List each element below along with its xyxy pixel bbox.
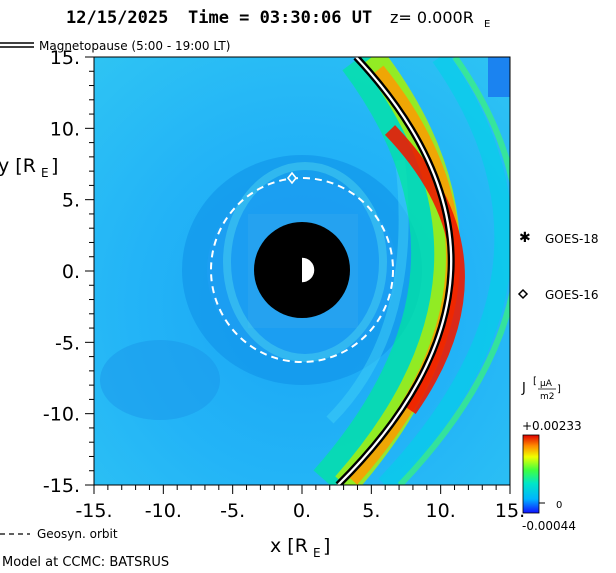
- z-label-subscript: E: [484, 19, 490, 30]
- dark-lobe: [100, 340, 220, 420]
- outer-green-band: [397, 57, 510, 485]
- magnetopause-legend-label: Magnetopause (5:00 - 19:00 LT): [39, 39, 230, 53]
- x-tick-label: -10.: [145, 500, 182, 522]
- magnetopause-line-inner: [337, 57, 453, 485]
- y-axis-ticks: 15. 10. 5. 0. -5. -10. -15.: [43, 47, 94, 497]
- x-axis-label: x [R: [270, 535, 308, 557]
- x-axis-title: x [R E ]: [270, 535, 330, 560]
- svg-text:]: ]: [51, 155, 58, 177]
- y-axis-title: y [R E ]: [0, 155, 58, 180]
- x-tick-label: -15.: [75, 500, 112, 522]
- x-tick-label: 0.: [293, 500, 311, 522]
- time-label: Time = 03:30:06 UT: [188, 8, 372, 28]
- x-axis-label-subscript: E: [313, 546, 321, 560]
- colorbar-unit-numerator: μA: [540, 379, 553, 389]
- y-tick-label: 0.: [62, 261, 80, 283]
- model-credit: Model at CCMC: BATSRUS: [2, 555, 169, 570]
- cyan-filament: [326, 159, 409, 424]
- earth-icon: [288, 256, 316, 284]
- colorbar-title: J: [521, 381, 526, 396]
- y-tick-label: -15.: [43, 475, 80, 497]
- red-band: [384, 125, 465, 415]
- geosyn-orbit: [210, 177, 394, 363]
- svg-text:[: [: [533, 376, 537, 387]
- diamond-icon: [517, 288, 529, 300]
- y-tick-label: -5.: [55, 332, 80, 354]
- y-tick-label: 15.: [50, 47, 80, 69]
- geosyn-legend-label: Geosyn. orbit: [37, 527, 118, 541]
- y-axis-label-subscript: E: [41, 166, 49, 180]
- colorbar: J [ μA m2 ] +0.00233 0 -0.00044: [521, 376, 582, 533]
- svg-text:]: ]: [557, 384, 561, 395]
- y-tick-label: 5.: [62, 190, 80, 212]
- geosyn-legend: Geosyn. orbit: [0, 527, 118, 541]
- colorbar-zero-label: 0: [556, 500, 562, 511]
- x-axis-ticks: -15. -10. -5. 0. 5. 10. 15.: [75, 485, 525, 522]
- colorbar-unit-denominator: m2: [540, 392, 555, 402]
- goes18-legend: ✱ GOES-18: [519, 230, 599, 246]
- x-tick-label: 5.: [362, 500, 380, 522]
- plot-header: 12/15/2025 Time = 03:30:06 UT z= 0.000R …: [66, 8, 490, 30]
- goes16-legend: GOES-16: [517, 288, 599, 302]
- magnetopause-legend: Magnetopause (5:00 - 19:00 LT): [0, 39, 230, 53]
- x-tick-label: -5.: [220, 500, 245, 522]
- date-label: 12/15/2025: [66, 8, 168, 28]
- colorbar-max-label: +0.00233: [522, 419, 582, 433]
- x-tick-label: 10.: [426, 500, 456, 522]
- corner-blue: [488, 57, 510, 97]
- asterisk-icon: ✱: [519, 230, 531, 246]
- z-label: z= 0.000R: [390, 8, 474, 27]
- outer-cyan-band: [378, 57, 510, 485]
- goes16-label: GOES-16: [545, 288, 599, 302]
- y-tick-label: 10.: [50, 118, 80, 140]
- x-tick-label: 15.: [495, 500, 525, 522]
- colorbar-gradient: [522, 434, 540, 514]
- svg-text:]: ]: [323, 535, 330, 557]
- colorbar-min-label: -0.00044: [522, 519, 576, 533]
- current-density-field: [94, 57, 510, 485]
- y-tick-label: -10.: [43, 404, 80, 426]
- y-axis-label: y [R: [0, 155, 36, 177]
- cyan-shell: [223, 162, 387, 362]
- goes18-label: GOES-18: [545, 232, 599, 246]
- goes16-orbit-marker: [286, 171, 298, 185]
